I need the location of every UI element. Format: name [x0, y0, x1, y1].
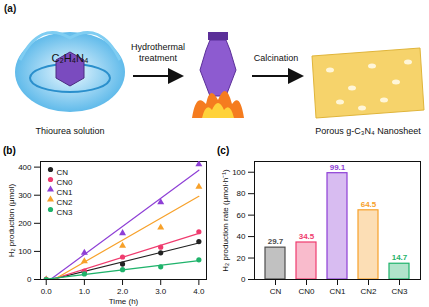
svg-text:64.5: 64.5	[361, 200, 377, 209]
svg-text:99.1: 99.1	[330, 163, 346, 172]
svg-text:CN: CN	[270, 287, 282, 296]
svg-text:C₂H₄N₄: C₂H₄N₄	[51, 52, 89, 64]
svg-text:CN2: CN2	[57, 198, 74, 207]
svg-text:3.0: 3.0	[155, 287, 167, 296]
svg-text:29.7: 29.7	[268, 237, 284, 246]
svg-text:2.0: 2.0	[117, 287, 129, 296]
svg-text:40: 40	[237, 232, 246, 241]
svg-text:1.0: 1.0	[79, 287, 91, 296]
html-text:(b): (b)	[3, 145, 16, 156]
svg-text:14.7: 14.7	[392, 253, 408, 262]
svg-text:CN3: CN3	[391, 287, 408, 296]
svg-text:200: 200	[18, 219, 32, 228]
svg-text:CN0: CN0	[298, 287, 315, 296]
svg-text:20: 20	[237, 254, 246, 263]
svg-text:H₂ production (μmol): H₂ production (μmol)	[7, 183, 16, 257]
svg-text:CN0: CN0	[57, 178, 74, 187]
svg-text:60: 60	[237, 211, 246, 220]
svg-text:CN1: CN1	[329, 287, 346, 296]
svg-text:0: 0	[241, 275, 246, 284]
svg-text:80: 80	[237, 189, 246, 198]
svg-text:Hydrothermal: Hydrothermal	[131, 42, 185, 52]
svg-text:CN3: CN3	[57, 208, 74, 217]
svg-text:CN1: CN1	[57, 188, 74, 197]
svg-text:(a): (a)	[4, 3, 16, 14]
svg-text:Time (h): Time (h)	[109, 297, 139, 306]
svg-text:0.0: 0.0	[41, 287, 53, 296]
svg-text:CN: CN	[57, 168, 69, 177]
svg-text:H₂ production rate (μmol·h⁻¹): H₂ production rate (μmol·h⁻¹)	[221, 169, 230, 272]
svg-text:Thiourea solution: Thiourea solution	[35, 126, 104, 136]
svg-text:400: 400	[18, 163, 32, 172]
svg-text:100: 100	[232, 168, 246, 177]
svg-text:4.0: 4.0	[193, 287, 205, 296]
svg-text:Calcination: Calcination	[254, 53, 299, 63]
svg-text:34.5: 34.5	[299, 232, 315, 241]
svg-text:treatment: treatment	[139, 53, 178, 63]
svg-text:0: 0	[27, 275, 32, 284]
svg-text:300: 300	[18, 191, 32, 200]
svg-text:Porous g-C₃N₄ Nanosheet: Porous g-C₃N₄ Nanosheet	[315, 126, 421, 136]
svg-text:100: 100	[18, 247, 32, 256]
svg-text:CN2: CN2	[360, 287, 377, 296]
html-text:(c): (c)	[217, 145, 230, 156]
